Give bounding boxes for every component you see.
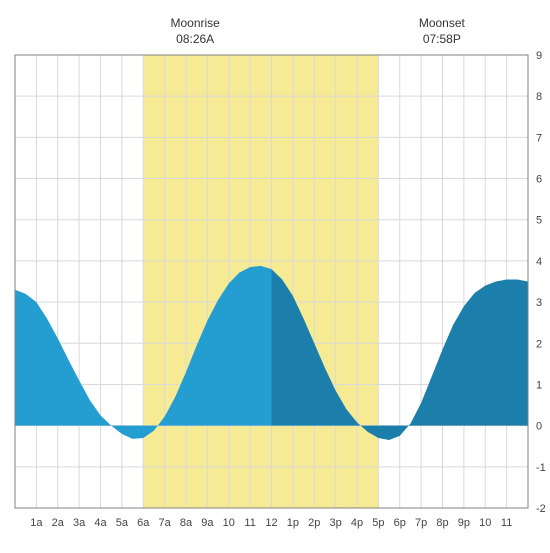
x-tick-label: 10 [223,517,235,529]
y-tick-label: 5 [536,215,542,227]
x-tick-label: 1p [287,517,299,529]
x-tick-label: 9a [201,517,214,529]
y-tick-label: 8 [536,91,542,103]
x-tick-label: 5a [116,517,129,529]
x-tick-label: 8p [436,517,448,529]
x-tick-label: 3p [330,517,342,529]
y-tick-label: 6 [536,174,542,186]
y-tick-label: 1 [536,379,542,391]
y-tick-label: 0 [536,421,542,433]
x-tick-label: 12 [265,517,277,529]
x-tick-label: 3a [73,517,86,529]
moonset-title: Moonset [419,16,466,30]
x-tick-label: 1a [30,517,43,529]
x-tick-label: 2p [308,517,320,529]
x-tick-label: 5p [372,517,384,529]
x-tick-label: 11 [501,517,512,529]
y-tick-label: 7 [536,132,542,144]
y-tick-label: 3 [536,297,542,309]
y-tick-label: 9 [536,50,542,62]
x-tick-label: 7a [159,517,172,529]
x-tick-label: 6a [137,517,150,529]
x-tick-label: 2a [52,517,65,529]
x-tick-label: 8a [180,517,193,529]
y-tick-label: 4 [536,256,542,268]
x-tick-label: 4a [94,517,107,529]
moonrise-time: 08:26A [176,32,214,46]
y-tick-label: -2 [536,503,546,515]
tide-chart-svg: -2-101234567891a2a3a4a5a6a7a8a9a1011121p… [0,0,550,550]
x-tick-label: 11 [244,517,255,529]
x-tick-label: 9p [458,517,470,529]
x-tick-label: 10 [479,517,491,529]
moonset-time: 07:58P [423,32,461,46]
tide-chart: -2-101234567891a2a3a4a5a6a7a8a9a1011121p… [0,0,550,550]
x-tick-label: 6p [394,517,406,529]
x-tick-label: 7p [415,517,427,529]
y-tick-label: -1 [536,462,546,474]
moonrise-title: Moonrise [171,16,221,30]
x-tick-label: 4p [351,517,363,529]
y-tick-label: 2 [536,338,542,350]
